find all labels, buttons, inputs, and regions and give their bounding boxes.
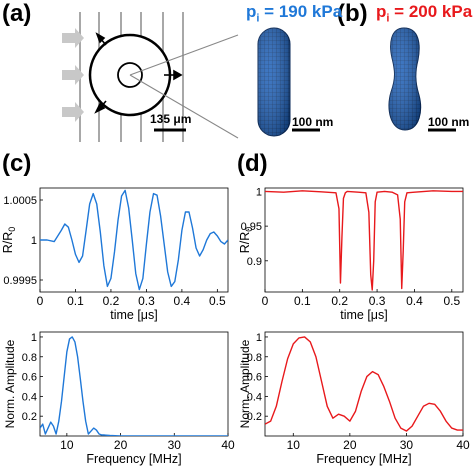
x-tick-label: 20 (343, 438, 357, 452)
x-tick-label: 0.1 (294, 294, 311, 308)
x-tick-label: 40 (221, 438, 235, 452)
y-tick-label: 0.6 (247, 372, 262, 384)
x-axis-label: Frequency [MHz] (316, 452, 411, 466)
zoom-lines (129, 34, 239, 139)
x-tick-label: 0.1 (67, 294, 84, 308)
y-tick-label: 0.4 (247, 391, 262, 403)
pressure-label-b: pi = 200 kPa (376, 2, 473, 25)
x-tick-label: 40 (456, 438, 470, 452)
bubble-b (388, 27, 422, 131)
y-axis-label: R/R0 (1, 227, 17, 254)
y-tick-label: 0.4 (22, 391, 37, 403)
y-axis-label: Norm. Amplitude (238, 339, 252, 428)
plot-frame (264, 187, 464, 293)
y-tick-label: 0.8 (247, 352, 262, 364)
x-axis-label: Frequency [MHz] (86, 452, 181, 466)
x-tick-label: 0.5 (443, 294, 460, 308)
arrow-icon (62, 65, 84, 85)
x-tick-label: 0.2 (103, 294, 120, 308)
y-tick-label: 0.9 (247, 256, 262, 268)
inner-circle (117, 62, 143, 88)
bubble-a (257, 27, 291, 137)
scale-label-nm-b: 100 nm (428, 115, 469, 129)
arrow-icon (62, 102, 84, 122)
panel-label-d: (d) (237, 150, 268, 177)
y-tick-label: 1 (31, 332, 37, 344)
x-tick-label: 10 (287, 438, 301, 452)
y-axis-label: R/R0 (238, 227, 254, 254)
pressure-label-a: pi = 190 kPa (246, 2, 343, 25)
radial-arrows (94, 32, 183, 114)
panel-label-b: (b) (337, 0, 368, 27)
y-tick-label: 1.0005 (3, 195, 37, 207)
chart-d-top: 0 0.1 0.2 0.3 0.4 0.5 0.9 0.95 1 time [μs] R/R0 (238, 186, 464, 322)
y-tick-label: 1 (256, 332, 262, 344)
arrow-icon (62, 28, 84, 48)
x-tick-label: 30 (168, 438, 182, 452)
x-tick-label: 30 (400, 438, 414, 452)
y-tick-label: 0.8 (22, 352, 37, 364)
scale-label-nm-a: 100 nm (292, 115, 333, 129)
propagation-arrows (62, 28, 84, 122)
panel-label-a: (a) (2, 0, 32, 27)
x-tick-label: 0 (262, 294, 269, 308)
y-tick-label: 0.9995 (3, 275, 37, 287)
x-tick-label: 0 (37, 294, 44, 308)
x-tick-label: 0.5 (209, 294, 226, 308)
panel-label-c: (c) (2, 150, 32, 177)
x-tick-label: 0.4 (174, 294, 191, 308)
y-tick-label: 0.6 (22, 372, 37, 384)
x-tick-label: 0.2 (331, 294, 348, 308)
x-tick-label: 0.3 (138, 294, 155, 308)
scale-label-um: 135 μm (150, 112, 191, 126)
series-line (40, 189, 228, 291)
y-tick-label: 0.2 (247, 411, 262, 423)
chart-c-top: 0 0.1 0.2 0.3 0.4 0.5 0.9995 1 1.0005 time [μs] R/… (1, 187, 229, 322)
y-tick-label: 1 (256, 186, 262, 198)
x-axis-label: time [μs] (110, 308, 158, 322)
x-tick-label: 0.3 (369, 294, 386, 308)
x-tick-label: 0.4 (406, 294, 423, 308)
x-axis-label: time [μs] (340, 308, 388, 322)
series-line (265, 190, 463, 291)
y-tick-label: 1 (31, 235, 37, 247)
series-line (265, 336, 463, 432)
y-axis-label: Norm. Amplitude (3, 339, 17, 428)
plot-frame (264, 331, 464, 437)
plot-frame (39, 187, 229, 293)
series-line (40, 336, 228, 436)
y-tick-label: 0.95 (241, 221, 262, 233)
schematic-panel: 135 μm 100 nm 100 nm (62, 12, 469, 142)
x-tick-label: 10 (60, 438, 74, 452)
y-tick-label: 0.2 (22, 411, 37, 423)
chart-c-bottom: 10 20 30 40 0.2 0.4 0.6 0.8 1 Frequency [MHz] Norm… (3, 331, 235, 466)
chart-d-bottom: 10 20 30 40 0.2 0.4 0.6 0.8 1 Frequency [MHz] Norm… (238, 331, 470, 466)
x-tick-label: 20 (114, 438, 128, 452)
